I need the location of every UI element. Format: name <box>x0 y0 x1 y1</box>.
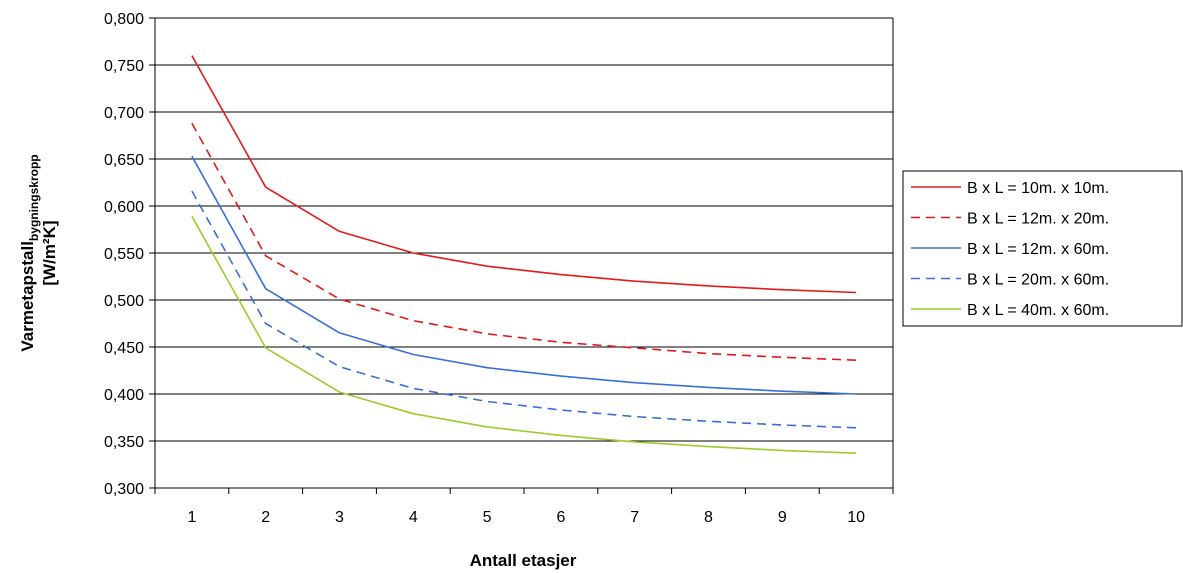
x-tick-label: 4 <box>409 509 418 526</box>
x-tick-label: 6 <box>556 509 565 526</box>
series-line-5 <box>191 215 857 454</box>
legend-label: B x L = 40m. x 60m. <box>967 302 1109 319</box>
x-tick-label: 3 <box>335 509 344 526</box>
y-axis-title-main: Varmetapstall <box>18 241 37 352</box>
series-line-4 <box>191 190 857 429</box>
series-lines <box>191 55 857 454</box>
y-tick-label: 0,600 <box>104 199 144 216</box>
legend: B x L = 10m. x 10m. B x L = 12m. x 20m. B … <box>902 170 1183 327</box>
x-tick-label: 8 <box>704 509 713 526</box>
legend-label: B x L = 12m. x 20m. <box>967 211 1109 228</box>
legend-label: B x L = 20m. x 60m. <box>967 272 1109 289</box>
x-axis-title: Antall etasjer <box>470 551 577 570</box>
y-tick-label: 0,700 <box>104 105 144 122</box>
x-tick-label: 1 <box>187 509 196 526</box>
svg-text:Varmetapstallbygningskropp: Varmetapstallbygningskropp <box>18 154 41 351</box>
series-line-2 <box>191 122 857 361</box>
y-tick-label: 0,550 <box>104 246 144 263</box>
y-tick-label: 0,650 <box>104 152 144 169</box>
legend-label: B x L = 10m. x 10m. <box>967 180 1109 197</box>
x-tick-label: 9 <box>778 509 787 526</box>
y-tick-label: 0,800 <box>104 11 144 28</box>
grid-lines <box>155 17 893 489</box>
x-tick-labels: 1 2 3 4 5 6 7 8 9 10 <box>187 509 865 526</box>
y-tick-label: 0,300 <box>104 481 144 498</box>
y-axis-title-unit: [W/m²K] <box>40 220 59 285</box>
series-line-3 <box>191 155 857 395</box>
y-tick-label: 0,400 <box>104 387 144 404</box>
y-tick-label: 0,350 <box>104 434 144 451</box>
axes <box>149 17 894 494</box>
y-tick-label: 0,450 <box>104 340 144 357</box>
x-tick-label: 10 <box>847 509 865 526</box>
legend-label: B x L = 12m. x 60m. <box>967 241 1109 258</box>
y-axis-title: Varmetapstallbygningskropp [W/m²K] <box>18 154 59 351</box>
x-tick-label: 7 <box>630 509 639 526</box>
y-tick-labels: 0,300 0,350 0,400 0,450 0,500 0,550 0,600 0,650… <box>104 11 144 498</box>
y-axis-title-subscript: bygningskropp <box>27 154 41 241</box>
x-tick-label: 2 <box>261 509 270 526</box>
x-tick-label: 5 <box>483 509 492 526</box>
series-line-1 <box>191 55 857 294</box>
y-tick-label: 0,750 <box>104 58 144 75</box>
y-tick-label: 0,500 <box>104 293 144 310</box>
